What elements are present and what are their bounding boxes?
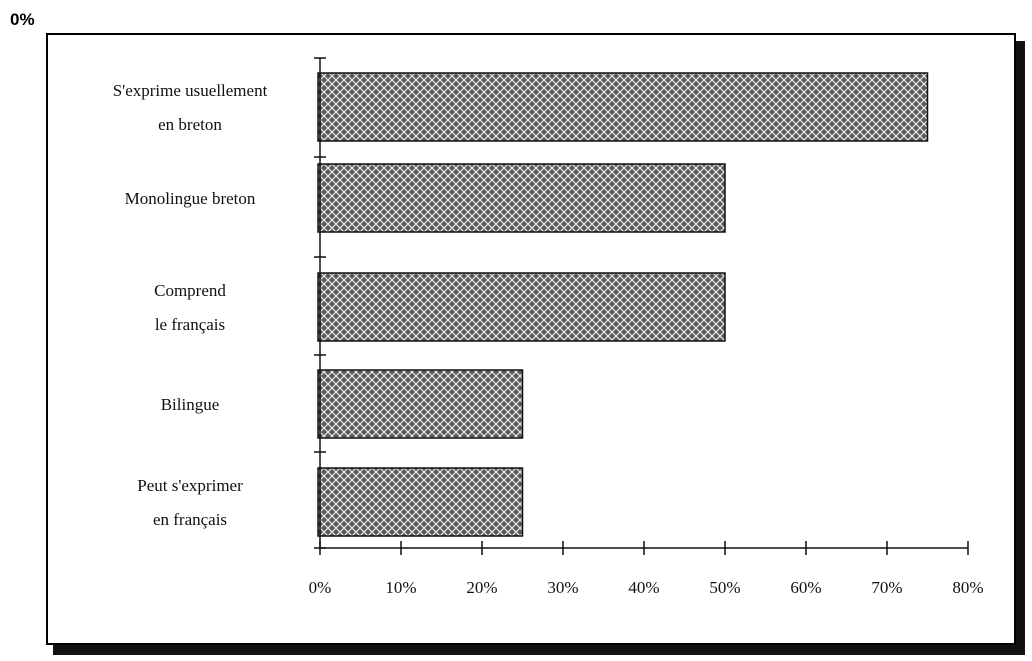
category-label-4-line-1: en français <box>153 510 227 529</box>
bar-1 <box>317 163 726 233</box>
bar-4 <box>317 467 524 537</box>
x-tick-label-6: 60% <box>790 578 821 597</box>
x-tick-label-7: 70% <box>871 578 902 597</box>
category-label-0-line-0: S'exprime usuellement <box>113 81 268 100</box>
x-tick-label-1: 10% <box>385 578 416 597</box>
x-tick-label-0: 0% <box>309 578 332 597</box>
category-label-0-line-1: en breton <box>158 115 222 134</box>
axes-layer <box>314 57 969 555</box>
bar-0 <box>317 72 929 142</box>
category-label-4-line-0: Peut s'exprimer <box>137 476 243 495</box>
bar-2 <box>317 272 726 342</box>
category-label-1-line-0: Monolingue breton <box>125 189 256 208</box>
category-label-2-line-0: Comprend <box>154 281 226 300</box>
x-tick-label-8: 80% <box>952 578 983 597</box>
bar-3 <box>317 369 524 439</box>
x-tick-label-3: 30% <box>547 578 578 597</box>
x-tick-label-2: 20% <box>466 578 497 597</box>
corner-percent-label: 0% <box>10 10 35 29</box>
x-tick-label-4: 40% <box>628 578 659 597</box>
category-label-2-line-1: le français <box>155 315 225 334</box>
bars-layer <box>317 72 929 537</box>
category-label-3-line-0: Bilingue <box>161 395 220 414</box>
x-tick-label-5: 50% <box>709 578 740 597</box>
labels-layer: 0% 10% 20% 30% 40% 50% 60% 70% 80% S'exprime usue… <box>113 81 984 597</box>
